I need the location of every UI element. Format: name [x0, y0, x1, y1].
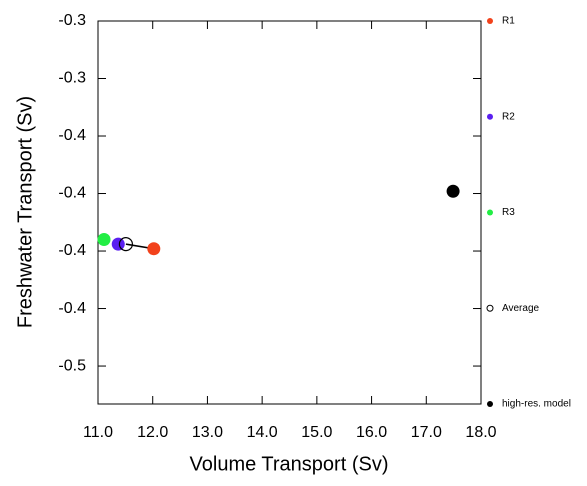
point — [111, 237, 125, 251]
legend-marker — [487, 113, 493, 120]
y-tick-label: -0.4 — [58, 127, 86, 144]
y-tick-label: -0.4 — [58, 242, 86, 259]
legend-label: R3 — [502, 207, 515, 218]
x-tick-label: 16.0 — [356, 424, 387, 441]
y-tick-label: -0.4 — [58, 300, 86, 317]
x-tick-label: 13.0 — [192, 424, 223, 441]
x-tick-label: 14.0 — [247, 424, 278, 441]
legend-marker — [486, 304, 494, 312]
y-tick-label: -0.3 — [58, 70, 86, 87]
x-tick-label: 11.0 — [83, 424, 113, 441]
legend-label: Average — [502, 303, 540, 314]
point — [446, 184, 460, 198]
legend-marker — [487, 209, 493, 216]
y-tick-label: -0.5 — [58, 357, 86, 374]
x-axis-title: Volume Transport (Sv) — [190, 453, 389, 475]
legend-label: R1 — [502, 16, 515, 27]
legend-label: high-res. model — [502, 399, 571, 410]
point — [118, 237, 134, 252]
legend-marker — [487, 401, 493, 407]
x-tick-label: 15.0 — [301, 424, 332, 441]
x-tick-label: 12.0 — [137, 424, 168, 441]
legend-label: R2 — [502, 111, 515, 122]
y-tick-label: -0.3 — [58, 12, 86, 29]
y-axis-title: Freshwater Transport (Sv) — [14, 96, 36, 328]
x-tick-label: 17.0 — [411, 424, 442, 441]
legend-marker — [487, 18, 493, 24]
plot-frame — [97, 20, 482, 405]
y-tick-label: -0.4 — [58, 185, 86, 202]
point — [147, 242, 161, 256]
point — [97, 233, 111, 247]
x-tick-label: 18.0 — [465, 424, 496, 441]
